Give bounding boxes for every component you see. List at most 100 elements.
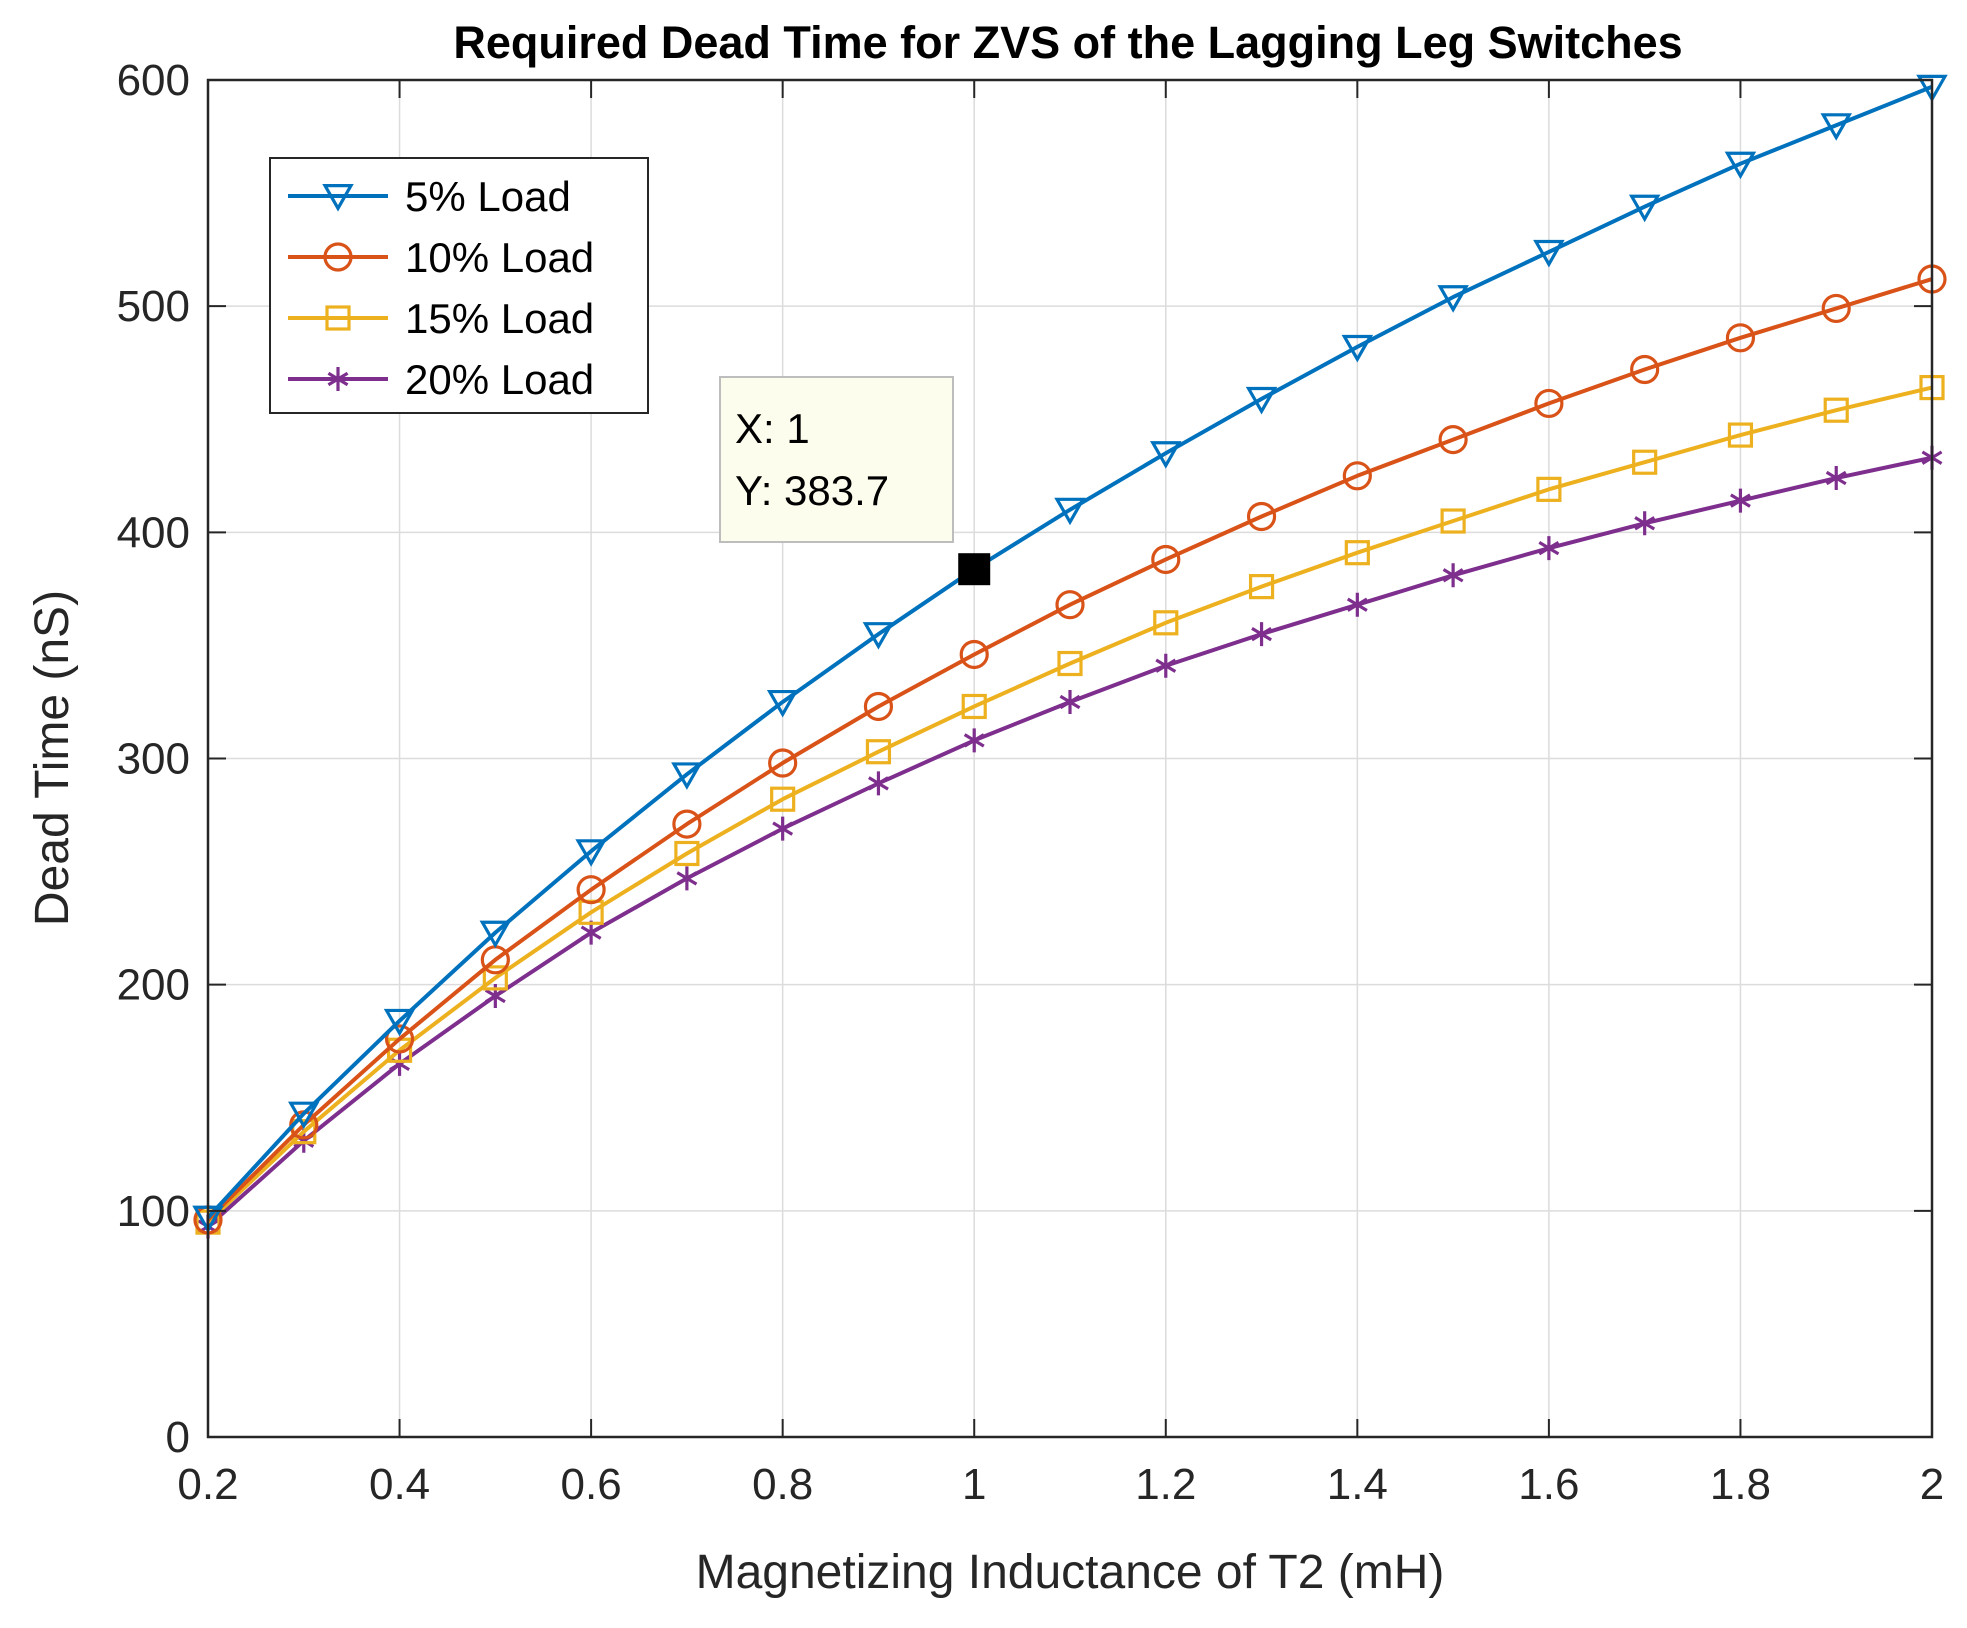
data-point bbox=[1632, 449, 1658, 475]
x-tick-label: 0.6 bbox=[561, 1460, 622, 1509]
x-tick-label: 1.8 bbox=[1710, 1460, 1771, 1509]
legend-entry: 10% Load bbox=[288, 234, 594, 281]
legend-label: 10% Load bbox=[405, 234, 594, 281]
series-line bbox=[206, 84, 1933, 1219]
data-point bbox=[1724, 151, 1757, 180]
data-point bbox=[1725, 323, 1756, 353]
data-point bbox=[575, 839, 607, 867]
data-point bbox=[1245, 386, 1278, 415]
data-point bbox=[1533, 239, 1565, 268]
x-tick-label: 1.4 bbox=[1327, 1460, 1388, 1509]
data-point bbox=[1155, 653, 1177, 678]
legend-label: 15% Load bbox=[405, 295, 594, 342]
data-point bbox=[1437, 285, 1469, 313]
data-point bbox=[1341, 334, 1374, 363]
legend-marker bbox=[322, 184, 354, 212]
data-point bbox=[1246, 501, 1277, 532]
y-tick-label: 0 bbox=[166, 1413, 190, 1462]
y-tick-label: 500 bbox=[117, 282, 190, 331]
legend: 5% Load 10% Load 15% Load 20% Load bbox=[269, 157, 649, 414]
data-point bbox=[1536, 476, 1562, 502]
data-point bbox=[383, 1008, 416, 1037]
x-tick-label: 1 bbox=[962, 1460, 986, 1509]
series-layer bbox=[192, 74, 1948, 1239]
datatip-y-text: Y: 383.7 bbox=[735, 467, 889, 514]
x-tick-label: 0.2 bbox=[177, 1460, 238, 1509]
x-axis-label: Magnetizing Inductance of T2 (mH) bbox=[696, 1546, 1445, 1599]
data-point bbox=[1344, 540, 1370, 566]
data-point bbox=[1440, 508, 1466, 534]
data-point bbox=[1727, 422, 1754, 448]
data-point bbox=[1248, 574, 1275, 600]
data-point bbox=[768, 748, 798, 778]
legend-marker bbox=[323, 242, 353, 272]
datatip: X: 1 Y: 383.7 bbox=[719, 376, 991, 586]
series-line bbox=[206, 277, 1933, 1222]
data-point bbox=[676, 866, 698, 891]
chart-title: Required Dead Time for ZVS of the Laggin… bbox=[453, 17, 1682, 68]
x-tick-label: 0.8 bbox=[752, 1460, 813, 1509]
data-point bbox=[1825, 466, 1847, 491]
legend-label: 20% Load bbox=[405, 356, 594, 403]
data-point bbox=[482, 965, 508, 991]
datatip-marker[interactable] bbox=[958, 553, 991, 586]
data-point bbox=[770, 786, 796, 812]
data-point bbox=[1823, 397, 1849, 423]
data-point bbox=[1054, 497, 1086, 526]
series-15-load bbox=[195, 374, 1945, 1235]
y-axis-label: Dead Time (nS) bbox=[26, 590, 79, 926]
data-point bbox=[959, 639, 989, 670]
y-tick-label: 600 bbox=[117, 56, 190, 105]
x-tick-label: 1.6 bbox=[1518, 1460, 1579, 1509]
data-point bbox=[766, 689, 799, 718]
data-point bbox=[1346, 592, 1368, 617]
data-point bbox=[1342, 461, 1372, 491]
data-point bbox=[863, 691, 894, 722]
data-point bbox=[1628, 194, 1661, 223]
y-tick-label: 200 bbox=[117, 961, 190, 1010]
legend-marker bbox=[325, 305, 351, 331]
data-point bbox=[479, 920, 512, 949]
series-5-load bbox=[192, 74, 1948, 1234]
data-point bbox=[1251, 622, 1272, 647]
legend-entry: 20% Load bbox=[288, 356, 594, 403]
y-tick-label: 300 bbox=[117, 735, 190, 784]
data-point bbox=[961, 693, 987, 720]
data-point bbox=[963, 728, 985, 753]
data-point bbox=[1730, 488, 1751, 513]
data-point bbox=[576, 875, 606, 905]
legend-marker bbox=[327, 367, 349, 391]
data-point bbox=[1916, 74, 1948, 103]
data-point bbox=[1055, 590, 1085, 620]
legend-entry: 5% Load bbox=[288, 173, 571, 220]
data-point bbox=[674, 840, 700, 867]
data-point bbox=[288, 1101, 320, 1130]
data-point bbox=[384, 1024, 415, 1054]
data-point bbox=[671, 762, 703, 790]
data-point bbox=[1153, 610, 1179, 636]
y-tick-label: 100 bbox=[117, 1187, 190, 1236]
legend-label: 5% Load bbox=[405, 173, 571, 220]
data-point bbox=[1630, 354, 1660, 385]
datatip-box bbox=[719, 376, 954, 543]
data-point bbox=[862, 622, 895, 650]
series-line bbox=[206, 385, 1933, 1224]
data-point bbox=[1820, 113, 1852, 141]
x-tick-label: 0.4 bbox=[369, 1460, 430, 1509]
x-tick-label: 1.2 bbox=[1135, 1460, 1196, 1509]
data-point bbox=[1821, 293, 1851, 324]
data-point bbox=[1151, 544, 1181, 575]
data-point bbox=[1057, 650, 1083, 677]
data-point bbox=[1442, 563, 1464, 588]
datatip-x-text: X: 1 bbox=[735, 405, 810, 452]
data-point bbox=[868, 771, 889, 796]
data-point bbox=[1538, 536, 1560, 561]
axis-ticks: 0.2 0.4 0.6 0.8 1 1.2 1.4 1.6 1.8 2 0 100 200 300 400 5… bbox=[117, 56, 1945, 1509]
data-point bbox=[1534, 388, 1564, 419]
data-point bbox=[772, 816, 794, 841]
legend-entry: 15% Load bbox=[288, 295, 594, 342]
series-10-load bbox=[193, 264, 1947, 1235]
data-point bbox=[672, 809, 702, 839]
data-point bbox=[1438, 425, 1468, 455]
